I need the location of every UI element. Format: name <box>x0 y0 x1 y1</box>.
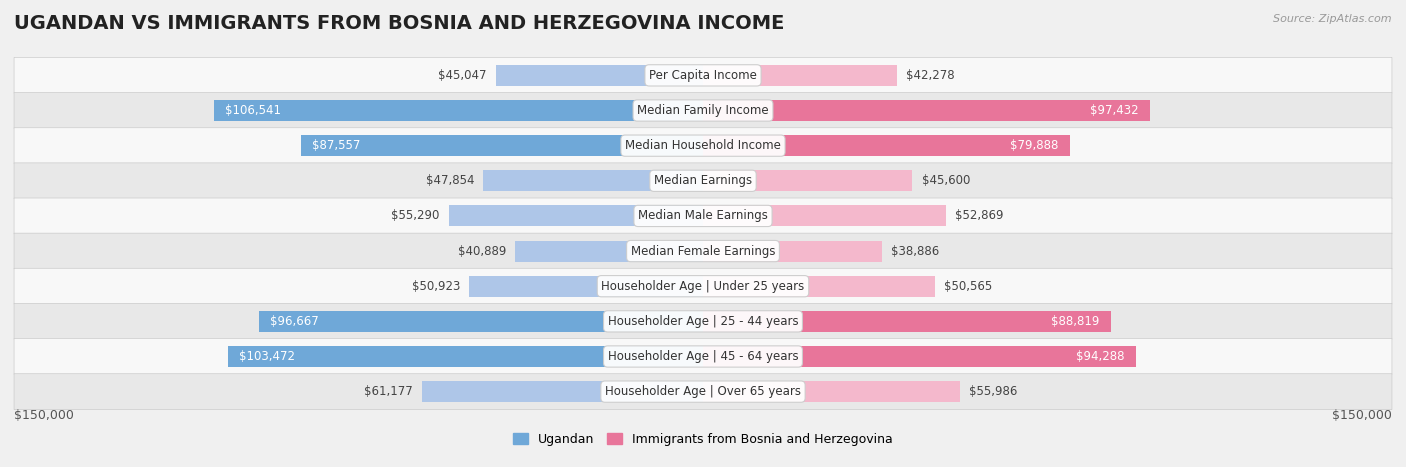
Text: $45,047: $45,047 <box>439 69 486 82</box>
Bar <box>484 170 703 191</box>
Bar <box>496 65 703 86</box>
Bar <box>515 241 703 262</box>
FancyBboxPatch shape <box>14 233 1392 269</box>
Text: Median Family Income: Median Family Income <box>637 104 769 117</box>
Text: $88,819: $88,819 <box>1052 315 1099 328</box>
Legend: Ugandan, Immigrants from Bosnia and Herzegovina: Ugandan, Immigrants from Bosnia and Herz… <box>508 428 898 451</box>
Bar <box>703 346 1136 367</box>
Text: $50,923: $50,923 <box>412 280 460 293</box>
Text: Householder Age | 25 - 44 years: Householder Age | 25 - 44 years <box>607 315 799 328</box>
Text: $47,854: $47,854 <box>426 174 474 187</box>
FancyBboxPatch shape <box>14 57 1392 93</box>
Text: $50,565: $50,565 <box>945 280 993 293</box>
Bar <box>703 241 882 262</box>
Bar <box>703 135 1070 156</box>
Text: $87,557: $87,557 <box>312 139 361 152</box>
Text: Householder Age | Under 25 years: Householder Age | Under 25 years <box>602 280 804 293</box>
Text: $52,869: $52,869 <box>955 209 1004 222</box>
FancyBboxPatch shape <box>14 339 1392 375</box>
Text: Median Household Income: Median Household Income <box>626 139 780 152</box>
Bar <box>703 65 897 86</box>
Text: $79,888: $79,888 <box>1010 139 1059 152</box>
Bar <box>214 100 703 121</box>
Text: Per Capita Income: Per Capita Income <box>650 69 756 82</box>
FancyBboxPatch shape <box>14 92 1392 128</box>
Text: $97,432: $97,432 <box>1091 104 1139 117</box>
FancyBboxPatch shape <box>14 163 1392 199</box>
Text: Householder Age | Over 65 years: Householder Age | Over 65 years <box>605 385 801 398</box>
Text: $106,541: $106,541 <box>225 104 281 117</box>
Text: Median Earnings: Median Earnings <box>654 174 752 187</box>
Text: $38,886: $38,886 <box>891 245 939 258</box>
Text: UGANDAN VS IMMIGRANTS FROM BOSNIA AND HERZEGOVINA INCOME: UGANDAN VS IMMIGRANTS FROM BOSNIA AND HE… <box>14 14 785 33</box>
Text: $150,000: $150,000 <box>14 409 75 422</box>
Bar <box>703 276 935 297</box>
Text: $150,000: $150,000 <box>1331 409 1392 422</box>
FancyBboxPatch shape <box>14 268 1392 304</box>
Text: $94,288: $94,288 <box>1076 350 1125 363</box>
Bar <box>470 276 703 297</box>
Text: $96,667: $96,667 <box>270 315 319 328</box>
FancyBboxPatch shape <box>14 128 1392 163</box>
FancyBboxPatch shape <box>14 374 1392 410</box>
Bar <box>259 311 703 332</box>
Text: Median Female Earnings: Median Female Earnings <box>631 245 775 258</box>
Text: $61,177: $61,177 <box>364 385 413 398</box>
Bar <box>703 100 1150 121</box>
Text: $55,986: $55,986 <box>969 385 1018 398</box>
Bar <box>228 346 703 367</box>
Text: $55,290: $55,290 <box>391 209 440 222</box>
Text: $40,889: $40,889 <box>457 245 506 258</box>
FancyBboxPatch shape <box>14 198 1392 234</box>
Text: $45,600: $45,600 <box>921 174 970 187</box>
Text: Median Male Earnings: Median Male Earnings <box>638 209 768 222</box>
FancyBboxPatch shape <box>14 304 1392 339</box>
Bar <box>703 311 1111 332</box>
Bar <box>449 205 703 226</box>
Bar <box>301 135 703 156</box>
Text: $103,472: $103,472 <box>239 350 295 363</box>
Bar <box>703 381 960 402</box>
Text: Source: ZipAtlas.com: Source: ZipAtlas.com <box>1274 14 1392 24</box>
Bar <box>422 381 703 402</box>
Text: $42,278: $42,278 <box>907 69 955 82</box>
Bar <box>703 205 946 226</box>
Bar <box>703 170 912 191</box>
Text: Householder Age | 45 - 64 years: Householder Age | 45 - 64 years <box>607 350 799 363</box>
